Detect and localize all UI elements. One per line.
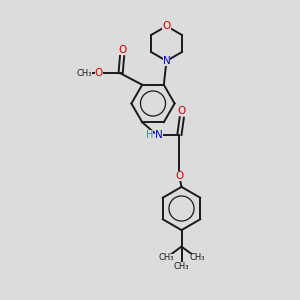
Text: O: O: [94, 68, 103, 78]
Text: CH₃: CH₃: [76, 69, 92, 78]
Text: O: O: [162, 21, 171, 31]
Text: CH₃: CH₃: [174, 262, 189, 271]
Text: O: O: [175, 171, 184, 181]
Text: O: O: [178, 106, 186, 116]
Text: N: N: [155, 130, 163, 140]
Text: H: H: [146, 130, 153, 140]
Text: N: N: [163, 56, 170, 66]
Text: CH₃: CH₃: [158, 254, 174, 262]
Text: O: O: [118, 45, 126, 55]
Text: CH₃: CH₃: [189, 254, 205, 262]
